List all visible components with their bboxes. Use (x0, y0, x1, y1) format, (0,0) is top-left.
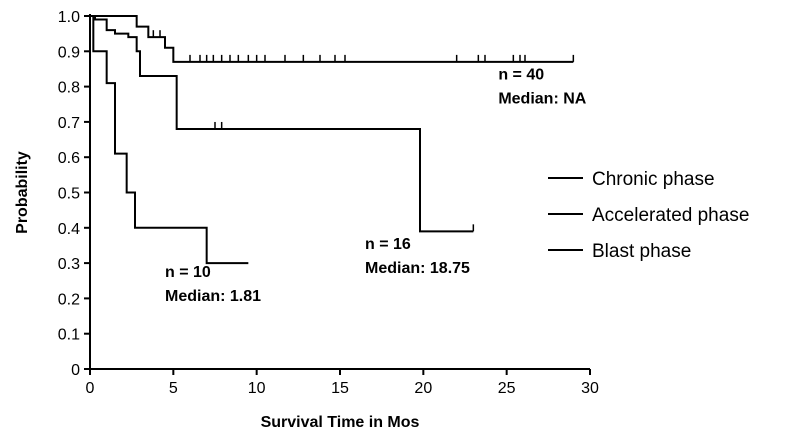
annotation-text: n = 16 (365, 236, 411, 253)
annotation-text: Median: 18.75 (365, 260, 470, 277)
y-tick-label: 1.0 (58, 9, 80, 26)
annotation-text: Median: 1.81 (165, 288, 261, 305)
y-tick-label: 0.1 (58, 327, 80, 344)
annotations: n = 40 Median: NA n = 16 Median: 18.75 n = 1… (165, 67, 587, 306)
legend-label: Chronic phase (592, 169, 715, 190)
y-axis-title: Probability (14, 151, 31, 234)
curve-accelerated-phase (90, 15, 474, 233)
axes: 0 0.1 0.2 0.3 0.4 0.5 0.6 0.7 0.8 0.9 1.0 0 5 10 15 20 2… (14, 9, 599, 431)
y-tick-label: 0 (71, 362, 80, 379)
legend: Chronic phase Accelerated phase Blast phas… (548, 169, 749, 262)
annotation-text: n = 10 (165, 264, 211, 281)
y-tick-label: 0.2 (58, 291, 80, 308)
curve-blast-phase (90, 15, 249, 265)
x-tick-label: 10 (248, 380, 266, 397)
x-axis-title: Survival Time in Mos (261, 414, 420, 431)
x-tick-label: 0 (86, 380, 95, 397)
x-tick-label: 5 (169, 380, 178, 397)
x-tick-label: 15 (331, 380, 349, 397)
x-tick-label: 25 (498, 380, 516, 397)
x-tick-label: 20 (414, 380, 432, 397)
legend-label: Blast phase (592, 241, 691, 262)
annotation-text: n = 40 (498, 67, 544, 84)
y-tick-label: 0.7 (58, 115, 80, 132)
y-tick-label: 0.9 (58, 44, 80, 61)
curve-chronic-phase (90, 15, 574, 63)
y-tick-label: 0.5 (58, 186, 80, 203)
y-tick-label: 0.3 (58, 256, 80, 273)
legend-label: Accelerated phase (592, 205, 749, 226)
annotation-text: Median: NA (498, 91, 586, 108)
y-tick-label: 0.4 (58, 221, 80, 238)
survival-curves (90, 15, 575, 265)
x-tick-label: 30 (581, 380, 599, 397)
y-tick-label: 0.8 (58, 80, 80, 97)
y-tick-label: 0.6 (58, 150, 80, 167)
